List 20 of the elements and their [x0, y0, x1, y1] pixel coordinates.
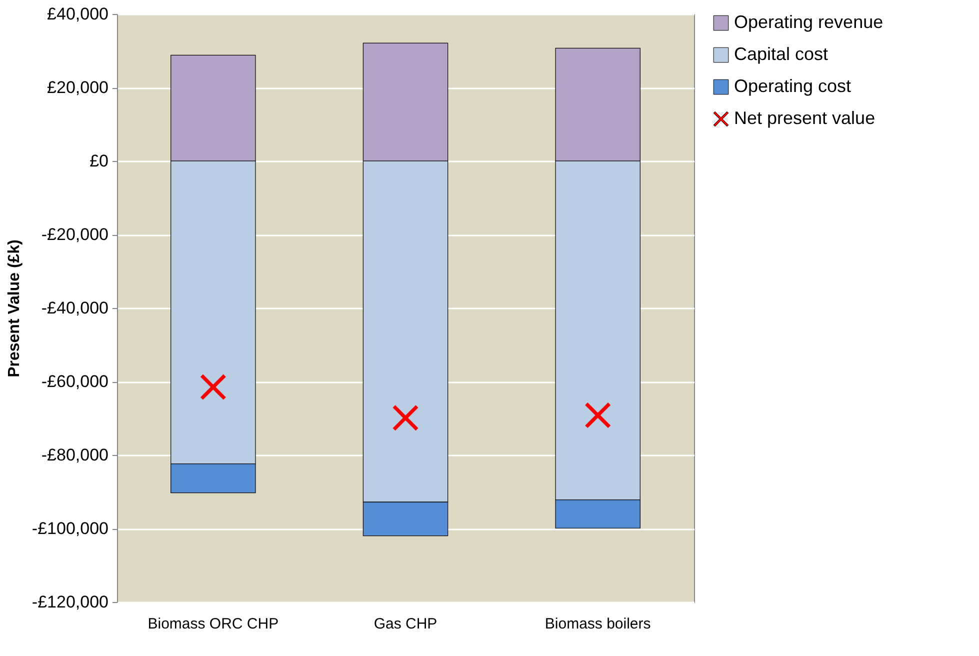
legend-label: Operating cost: [734, 76, 852, 96]
y-axis-title: Present Value (£k): [6, 240, 23, 378]
y-tick-label: -£80,000: [41, 446, 108, 464]
y-tick-label: -£120,000: [32, 592, 108, 612]
legend-label: Net present value: [734, 108, 876, 128]
y-tick-label: -£60,000: [41, 372, 108, 391]
y-tick-label: £40,000: [47, 4, 108, 24]
point: [200, 374, 226, 400]
x-tick-label: Biomass ORC CHP: [148, 616, 279, 632]
y-tick-label: -£100,000: [32, 519, 108, 538]
point: [585, 402, 611, 428]
point: [392, 405, 418, 431]
y-tick-label: £0: [90, 152, 108, 170]
legend-label: Capital cost: [734, 44, 828, 64]
legend-label: Operating revenue: [734, 12, 884, 32]
y-tick-label: -£20,000: [41, 225, 108, 244]
x-tick-label: Gas CHP: [374, 616, 438, 632]
y-tick-label: -£40,000: [41, 298, 108, 318]
y-tick-label: £20,000: [47, 78, 108, 97]
x-tick-label: Biomass boilers: [544, 616, 651, 632]
